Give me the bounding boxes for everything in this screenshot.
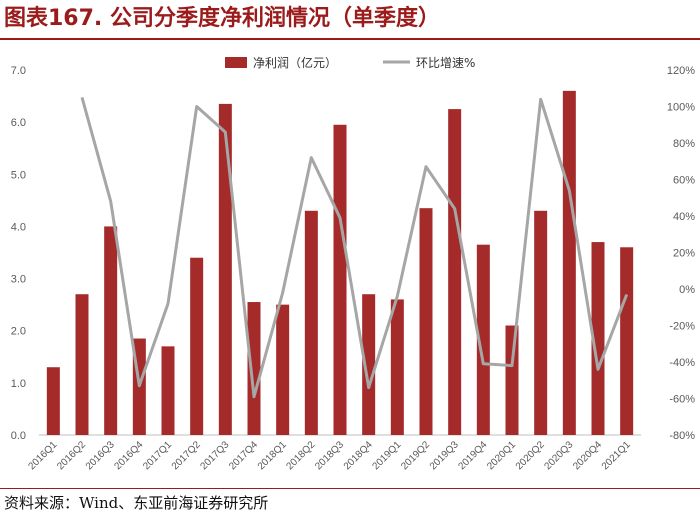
x-tick-label: 2017Q1 <box>141 439 174 472</box>
x-tick-label: 2019Q2 <box>399 439 432 472</box>
x-tick-label: 2018Q1 <box>256 439 289 472</box>
bar <box>333 124 347 435</box>
x-tick-label: 2020Q2 <box>514 439 547 472</box>
y-right-tick-label: 120% <box>667 65 695 77</box>
bar <box>247 302 261 435</box>
y-left-tick-label: 6.0 <box>11 117 26 129</box>
bar <box>218 103 232 436</box>
x-tick-label: 2021Q1 <box>600 439 633 472</box>
bar <box>75 294 89 435</box>
x-tick-label: 2017Q2 <box>170 439 203 472</box>
y-right-tick-label: 0% <box>679 284 695 296</box>
legend-label-bar: 净利润（亿元） <box>253 55 337 70</box>
x-tick-label: 2019Q3 <box>428 439 461 472</box>
y-axis-left: 0.0 1.0 2.0 3.0 4.0 5.0 6.0 7.0 <box>11 65 26 442</box>
bar <box>161 346 175 435</box>
y-left-tick-label: 5.0 <box>11 169 26 181</box>
x-tick-label: 2017Q3 <box>199 439 232 472</box>
line-series <box>80 97 629 399</box>
x-tick-label: 2016Q1 <box>27 439 60 472</box>
bar <box>304 210 318 435</box>
y-left-tick-label: 3.0 <box>11 274 26 286</box>
legend: 净利润（亿元） 环比增速% <box>225 55 475 70</box>
y-right-tick-label: 80% <box>673 138 695 150</box>
x-tick-label: 2020Q3 <box>543 439 576 472</box>
bar <box>104 226 118 435</box>
growth-line <box>80 97 629 399</box>
bar <box>591 242 605 435</box>
y-right-tick-label: -40% <box>669 357 695 369</box>
source-rule <box>0 488 700 489</box>
bar <box>534 210 548 435</box>
legend-label-line: 环比增速% <box>416 56 475 70</box>
figure-title: 图表167. 公司分季度净利润情况（单季度） <box>4 6 440 31</box>
y-right-tick-label: -60% <box>669 394 695 406</box>
bar <box>419 208 433 435</box>
bar <box>390 299 404 435</box>
y-right-tick-label: -20% <box>669 321 695 333</box>
x-tick-label: 2018Q3 <box>313 439 346 472</box>
bar <box>620 247 634 435</box>
x-tick-label: 2020Q1 <box>485 439 518 472</box>
x-tick-label: 2019Q4 <box>457 439 490 472</box>
y-left-tick-label: 0.0 <box>11 430 26 442</box>
chart: 0.0 1.0 2.0 3.0 4.0 5.0 6.0 7.0 -80% -60% -40% -20… <box>11 55 696 472</box>
y-left-tick-label: 1.0 <box>11 378 26 390</box>
y-right-tick-label: 20% <box>673 248 695 260</box>
x-tick-label: 2016Q2 <box>55 439 88 472</box>
y-right-tick-label: 40% <box>673 211 695 223</box>
x-axis: 2016Q12016Q22016Q32016Q42017Q12017Q22017… <box>27 439 634 472</box>
x-tick-label: 2018Q4 <box>342 439 375 472</box>
source-note: 资料来源：Wind、东亚前海证券研究所 <box>4 494 269 512</box>
x-tick-label: 2016Q3 <box>84 439 117 472</box>
y-right-tick-label: -80% <box>669 430 695 442</box>
x-tick-label: 2019Q1 <box>371 439 404 472</box>
bar <box>476 244 490 435</box>
x-tick-label: 2020Q4 <box>571 439 604 472</box>
bar <box>46 367 60 435</box>
bar <box>190 257 204 435</box>
x-tick-label: 2017Q4 <box>227 439 260 472</box>
bar-series <box>46 90 634 436</box>
y-left-tick-label: 2.0 <box>11 326 26 338</box>
y-right-tick-label: 100% <box>667 102 695 114</box>
bar <box>505 325 519 435</box>
bar <box>276 304 290 435</box>
x-tick-label: 2016Q4 <box>113 439 146 472</box>
y-left-tick-label: 4.0 <box>11 221 26 233</box>
y-right-tick-label: 60% <box>673 175 695 187</box>
title-rule <box>0 38 700 40</box>
y-left-tick-label: 7.0 <box>11 65 26 77</box>
bar <box>562 90 576 435</box>
bar <box>448 109 462 435</box>
bar <box>362 294 376 435</box>
legend-swatch-bar <box>225 57 247 68</box>
y-axis-right: -80% -60% -40% -20% 0% 20% 40% 60% 80% 100% 120% <box>667 65 695 442</box>
x-tick-label: 2018Q2 <box>285 439 318 472</box>
